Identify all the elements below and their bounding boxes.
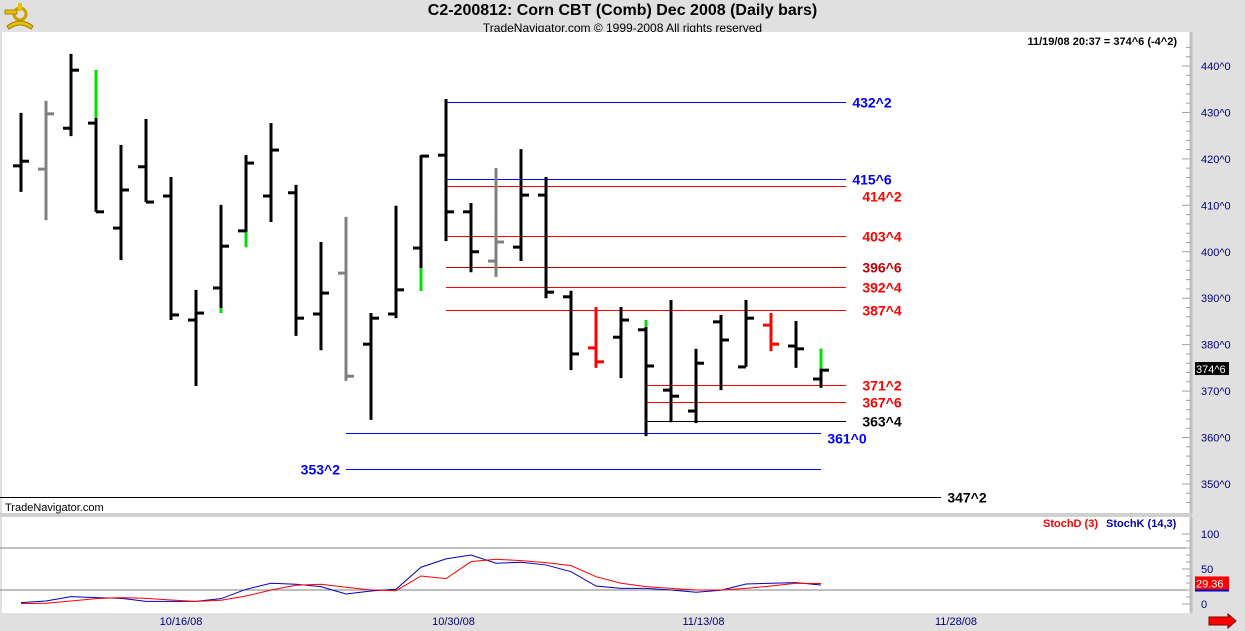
legend-stochd: StochD (3) bbox=[1043, 518, 1098, 530]
ohlc-bar[interactable] bbox=[663, 300, 679, 423]
level-label: 353^2 bbox=[301, 462, 341, 478]
level-line-361-0[interactable]: 361^0 bbox=[346, 431, 867, 447]
stoch-last-marker bbox=[1195, 576, 1229, 590]
level-line-403-4[interactable]: 403^4 bbox=[446, 229, 902, 245]
level-label: 432^2 bbox=[852, 95, 892, 111]
ohlc-bar[interactable] bbox=[488, 168, 504, 277]
ohlc-bar[interactable] bbox=[163, 176, 179, 321]
ohlc-bar[interactable] bbox=[363, 313, 379, 420]
ohlc-bar[interactable] bbox=[113, 144, 129, 261]
date-axis-label: 11/28/08 bbox=[935, 616, 977, 628]
level-label: 414^2 bbox=[862, 189, 902, 205]
scroll-right-button[interactable] bbox=[1208, 612, 1237, 630]
price-axis-label: 440^0 bbox=[1201, 61, 1231, 73]
level-line-432-2[interactable]: 432^2 bbox=[446, 95, 892, 111]
level-label: 392^4 bbox=[862, 280, 902, 296]
watermark-text: TradeNavigator.com bbox=[5, 502, 104, 514]
ohlc-bar[interactable] bbox=[463, 202, 479, 273]
ohlc-bar[interactable] bbox=[688, 348, 704, 424]
ohlc-bar[interactable] bbox=[238, 155, 254, 248]
ohlc-bar[interactable] bbox=[713, 314, 729, 391]
ohlc-bar[interactable] bbox=[288, 184, 304, 336]
stoch-axis-label: 50 bbox=[1201, 564, 1213, 576]
ohlc-bar[interactable] bbox=[213, 204, 229, 314]
ohlc-bar[interactable] bbox=[88, 70, 104, 214]
ohlc-bar[interactable] bbox=[388, 205, 404, 319]
price-axis-label: 350^0 bbox=[1201, 479, 1231, 491]
ohlc-bar[interactable] bbox=[338, 216, 354, 381]
level-label: 363^4 bbox=[862, 414, 902, 430]
ohlc-bar[interactable] bbox=[138, 118, 154, 204]
ohlc-bar[interactable] bbox=[613, 307, 629, 379]
level-line-367-6[interactable]: 367^6 bbox=[646, 395, 902, 411]
last-price-label: 374^6 bbox=[1196, 364, 1226, 376]
ohlc-bar[interactable] bbox=[263, 123, 279, 223]
last-price-marker bbox=[1195, 362, 1229, 376]
ohlc-bar[interactable] bbox=[513, 149, 529, 262]
level-line-414-2[interactable]: 414^2 bbox=[446, 186, 902, 205]
date-axis-label: 10/16/08 bbox=[160, 616, 203, 628]
chart-title: C2-200812: Corn CBT (Comb) Dec 2008 (Dai… bbox=[427, 2, 818, 19]
level-line-347-2[interactable]: 347^2 bbox=[0, 490, 987, 506]
level-label: 396^6 bbox=[862, 260, 902, 276]
quote-readout: 11/19/08 20:37 = 374^6 (-4^2) bbox=[1027, 36, 1177, 48]
level-line-353-2[interactable]: 353^2 bbox=[301, 462, 821, 478]
ohlc-bar[interactable] bbox=[813, 348, 829, 388]
price-axis-label: 430^0 bbox=[1201, 107, 1231, 119]
ohlc-bar[interactable] bbox=[63, 53, 79, 137]
ohlc-bar[interactable] bbox=[188, 289, 204, 386]
ohlc-bar[interactable] bbox=[438, 98, 454, 242]
level-label: 403^4 bbox=[862, 229, 902, 245]
stoch-panel bbox=[2, 517, 1190, 613]
level-line-371-2[interactable]: 371^2 bbox=[646, 378, 902, 394]
ohlc-bar[interactable] bbox=[13, 112, 29, 192]
ohlc-bar[interactable] bbox=[763, 313, 779, 352]
level-label: 415^6 bbox=[852, 172, 892, 188]
price-axis-label: 420^0 bbox=[1201, 154, 1231, 166]
ohlc-bar[interactable] bbox=[738, 300, 754, 369]
sextant-logo-icon bbox=[4, 3, 34, 30]
stoch-line-k bbox=[20, 554, 822, 604]
price-axis-label: 400^0 bbox=[1201, 247, 1231, 259]
level-line-415-6[interactable]: 415^6 bbox=[446, 172, 892, 188]
stoch-axis-label: 100 bbox=[1201, 529, 1219, 541]
date-axis-label: 11/13/08 bbox=[682, 616, 724, 628]
ohlc-bar[interactable] bbox=[788, 320, 804, 368]
level-line-363-4[interactable]: 363^4 bbox=[646, 414, 902, 430]
arrow-right-icon[interactable] bbox=[1208, 612, 1237, 630]
price-axis-label: 390^0 bbox=[1201, 293, 1231, 305]
ohlc-bar[interactable] bbox=[538, 176, 554, 299]
level-line-387-4[interactable]: 387^4 bbox=[446, 303, 902, 319]
level-line-392-4[interactable]: 392^4 bbox=[446, 280, 902, 296]
level-line-396-6[interactable]: 396^6 bbox=[446, 260, 902, 276]
date-axis-label: 10/30/08 bbox=[432, 616, 475, 628]
ohlc-bar[interactable] bbox=[38, 100, 54, 221]
ohlc-bar[interactable] bbox=[413, 154, 429, 291]
level-label: 371^2 bbox=[862, 378, 902, 394]
ohlc-bar[interactable] bbox=[588, 307, 604, 368]
stoch-last-label: 29.36 bbox=[1196, 578, 1224, 590]
stoch-axis-label: 0 bbox=[1201, 599, 1207, 611]
level-label: 367^6 bbox=[862, 395, 902, 411]
level-label: 347^2 bbox=[947, 490, 987, 506]
price-axis-label: 380^0 bbox=[1201, 340, 1231, 352]
price-axis-label: 370^0 bbox=[1201, 386, 1231, 398]
chart-subtitle: TradeNavigator.com © 1999-2008 All right… bbox=[482, 21, 763, 35]
legend-stochk: StochK (14,3) bbox=[1106, 518, 1177, 530]
panel-divider[interactable] bbox=[0, 513, 1192, 517]
stoch-line-d bbox=[20, 558, 822, 605]
ohlc-bar[interactable] bbox=[313, 242, 329, 351]
level-label: 387^4 bbox=[862, 303, 902, 319]
ohlc-bar[interactable] bbox=[638, 320, 654, 437]
ohlc-bar[interactable] bbox=[563, 290, 579, 371]
price-panel bbox=[2, 32, 1190, 513]
price-axis-label: 410^0 bbox=[1201, 200, 1231, 212]
price-axis-label: 360^0 bbox=[1201, 433, 1231, 445]
level-label: 361^0 bbox=[827, 431, 867, 447]
